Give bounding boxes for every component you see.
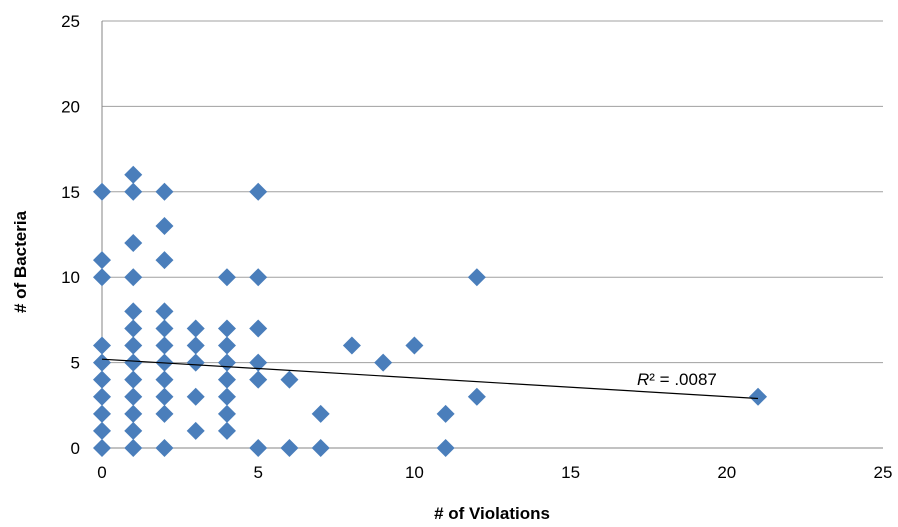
- data-point: [155, 216, 174, 235]
- data-point: [249, 182, 268, 201]
- data-point: [280, 439, 299, 457]
- data-point: [124, 165, 143, 184]
- data-point: [155, 404, 174, 423]
- x-tick-label: 0: [97, 463, 106, 482]
- data-points: [93, 165, 768, 457]
- data-point: [155, 370, 174, 389]
- data-point: [93, 387, 111, 406]
- gridlines: [102, 20, 883, 364]
- data-point: [186, 421, 205, 440]
- data-point: [124, 370, 143, 389]
- data-point: [124, 336, 143, 355]
- y-tick-label: 0: [71, 439, 80, 458]
- data-point: [93, 404, 111, 423]
- data-point: [155, 439, 174, 457]
- axes: [101, 21, 883, 449]
- data-point: [93, 421, 111, 440]
- x-axis-label: # of Violations: [434, 504, 550, 523]
- data-point: [749, 387, 768, 406]
- data-point: [217, 336, 236, 355]
- data-point: [124, 268, 143, 287]
- y-tick-label: 15: [61, 183, 80, 202]
- x-tick-label: 20: [717, 463, 736, 482]
- x-tick-label: 5: [253, 463, 262, 482]
- y-tick-label: 25: [61, 12, 80, 31]
- x-tick-label: 15: [561, 463, 580, 482]
- data-point: [374, 353, 393, 372]
- data-point: [467, 268, 486, 287]
- data-point: [249, 439, 268, 457]
- x-tick-label: 10: [405, 463, 424, 482]
- data-point: [436, 404, 455, 423]
- data-point: [124, 319, 143, 338]
- data-point: [249, 319, 268, 338]
- trendline: [101, 358, 759, 400]
- data-point: [186, 353, 205, 372]
- y-axis-label: # of Bacteria: [11, 210, 30, 313]
- data-point: [155, 336, 174, 355]
- data-point: [186, 319, 205, 338]
- data-point: [155, 387, 174, 406]
- data-point: [124, 182, 143, 201]
- data-point: [93, 268, 111, 287]
- data-point: [217, 370, 236, 389]
- data-point: [124, 302, 143, 321]
- data-point: [186, 387, 205, 406]
- data-point: [311, 439, 330, 457]
- data-point: [436, 439, 455, 457]
- data-point: [124, 404, 143, 423]
- data-point: [217, 319, 236, 338]
- data-point: [93, 353, 111, 372]
- data-point: [124, 234, 143, 253]
- data-point: [249, 353, 268, 372]
- data-point: [280, 370, 299, 389]
- data-point: [93, 370, 111, 389]
- data-point: [311, 404, 330, 423]
- data-point: [217, 421, 236, 440]
- data-point: [405, 336, 424, 355]
- data-point: [124, 353, 143, 372]
- tick-labels: 0 5 10 15 20 25 0 5 10 15 20 25: [61, 12, 892, 482]
- data-point: [93, 439, 111, 457]
- data-point: [249, 268, 268, 287]
- trendline-line: [101, 358, 759, 400]
- data-point: [93, 336, 111, 355]
- r-squared-label: R² = .0087: [637, 370, 717, 389]
- x-tick-label: 25: [874, 463, 893, 482]
- data-point: [124, 439, 143, 457]
- data-point: [124, 387, 143, 406]
- data-point: [93, 182, 111, 201]
- data-point: [217, 387, 236, 406]
- data-point: [93, 251, 111, 270]
- data-point: [217, 353, 236, 372]
- y-tick-label: 5: [71, 354, 80, 373]
- data-point: [124, 421, 143, 440]
- data-point: [217, 268, 236, 287]
- data-point: [249, 370, 268, 389]
- data-point: [186, 336, 205, 355]
- data-point: [155, 251, 174, 270]
- data-point: [155, 302, 174, 321]
- data-point: [217, 404, 236, 423]
- data-point: [155, 182, 174, 201]
- data-point: [342, 336, 361, 355]
- data-point: [467, 387, 486, 406]
- data-point: [155, 319, 174, 338]
- y-tick-label: 10: [61, 268, 80, 287]
- y-tick-label: 20: [61, 97, 80, 116]
